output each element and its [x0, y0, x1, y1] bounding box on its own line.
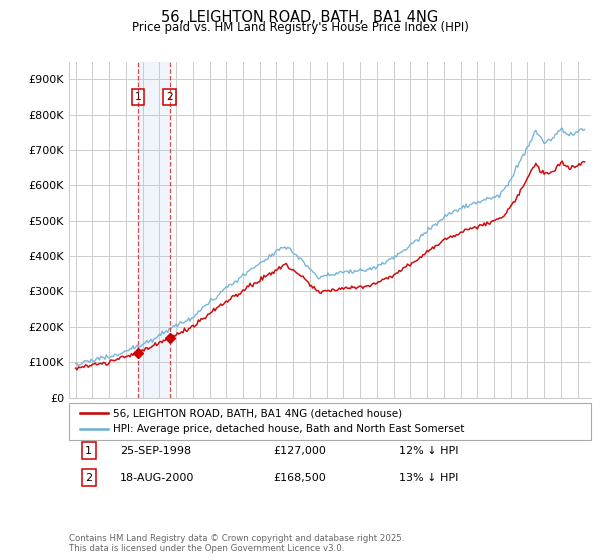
Text: £168,500: £168,500: [273, 473, 326, 483]
Text: 18-AUG-2000: 18-AUG-2000: [120, 473, 194, 483]
Text: £127,000: £127,000: [273, 446, 326, 456]
Text: 13% ↓ HPI: 13% ↓ HPI: [399, 473, 458, 483]
Text: 56, LEIGHTON ROAD, BATH,  BA1 4NG: 56, LEIGHTON ROAD, BATH, BA1 4NG: [161, 10, 439, 25]
Text: 25-SEP-1998: 25-SEP-1998: [120, 446, 191, 456]
Text: Price paid vs. HM Land Registry's House Price Index (HPI): Price paid vs. HM Land Registry's House …: [131, 21, 469, 34]
Text: 12% ↓ HPI: 12% ↓ HPI: [399, 446, 458, 456]
Text: Contains HM Land Registry data © Crown copyright and database right 2025.
This d: Contains HM Land Registry data © Crown c…: [69, 534, 404, 553]
Bar: [138, 62, 170, 398]
Text: 2: 2: [85, 473, 92, 483]
Text: 56, LEIGHTON ROAD, BATH, BA1 4NG (detached house): 56, LEIGHTON ROAD, BATH, BA1 4NG (detach…: [113, 408, 402, 418]
Text: HPI: Average price, detached house, Bath and North East Somerset: HPI: Average price, detached house, Bath…: [113, 424, 464, 435]
Text: 2: 2: [166, 92, 173, 102]
Text: 1: 1: [135, 92, 142, 102]
Text: 1: 1: [85, 446, 92, 456]
